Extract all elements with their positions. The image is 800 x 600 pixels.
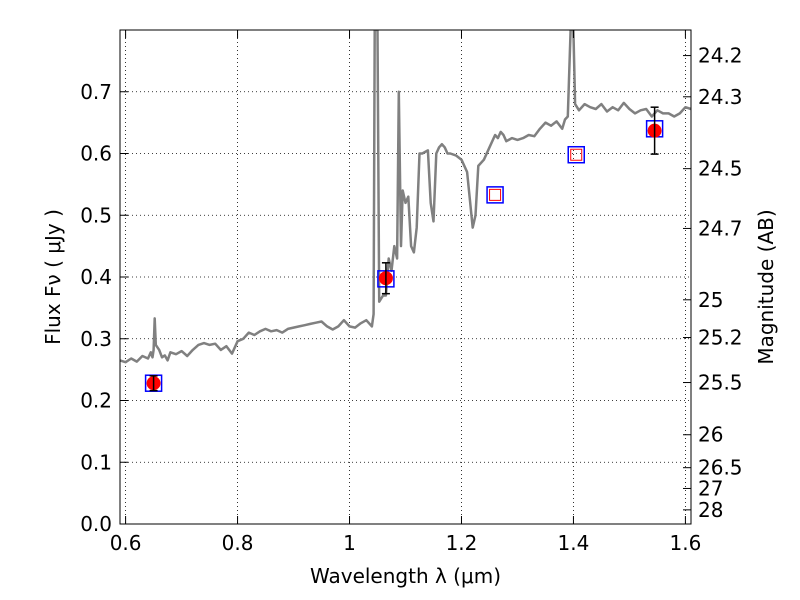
- mag-tick-label: 24.7: [698, 216, 743, 240]
- model-square: [567, 145, 585, 164]
- mag-tick-label: 24.2: [698, 44, 743, 68]
- y-tick-label: 0.5: [80, 203, 112, 227]
- plot-frame: [119, 29, 692, 525]
- y-tick-label: 0.4: [80, 265, 112, 289]
- x-axis-label: Wavelength λ (μm): [310, 564, 501, 588]
- y-tick-label: 0.0: [80, 512, 112, 536]
- x-tick-label: 1.6: [669, 531, 701, 555]
- y-tick-label: 0.3: [80, 327, 112, 351]
- y-tick-label: 0.6: [80, 142, 112, 166]
- mag-tick-label: 28: [698, 498, 723, 522]
- x-tick-label: 0.6: [110, 531, 142, 555]
- mag-tick-label: 26.5: [698, 456, 743, 480]
- x-tick-label: 1.2: [446, 531, 478, 555]
- model-square-inner: [489, 188, 502, 201]
- spectrum-line: [120, 30, 691, 364]
- mag-tick-label: 26: [698, 423, 723, 447]
- x-tick-label: 0.8: [222, 531, 254, 555]
- model-square: [486, 186, 504, 204]
- spectrum-layer: [120, 30, 691, 364]
- mag-tick-label: 27: [698, 476, 723, 500]
- y-axis-label: Flux Fν ( μJy ): [41, 209, 65, 345]
- y-tick-label: 0.7: [80, 80, 112, 104]
- mag-tick-label: 24.3: [698, 85, 743, 109]
- x-tick-label: 1: [343, 531, 356, 555]
- mag-tick-label: 24.5: [698, 157, 743, 181]
- y-tick-label: 0.2: [80, 389, 112, 413]
- model-square-inner: [570, 148, 583, 161]
- points-layer: [144, 106, 664, 392]
- mag-tick-label: 25.5: [698, 371, 743, 395]
- y-tick-label: 0.1: [80, 450, 112, 474]
- grid: [120, 30, 691, 524]
- ticks-layer: 0.6 0.8 1 1.2 1.4 1.6 0.0 0.1 0.2 0.3 0.4 0.5 0.6 0.7…: [80, 30, 743, 555]
- mag-tick-label: 25: [698, 288, 723, 312]
- y2-axis-label: Magnitude (AB): [754, 209, 778, 364]
- x-tick-label: 1.4: [558, 531, 590, 555]
- mag-tick-label: 25.2: [698, 326, 743, 350]
